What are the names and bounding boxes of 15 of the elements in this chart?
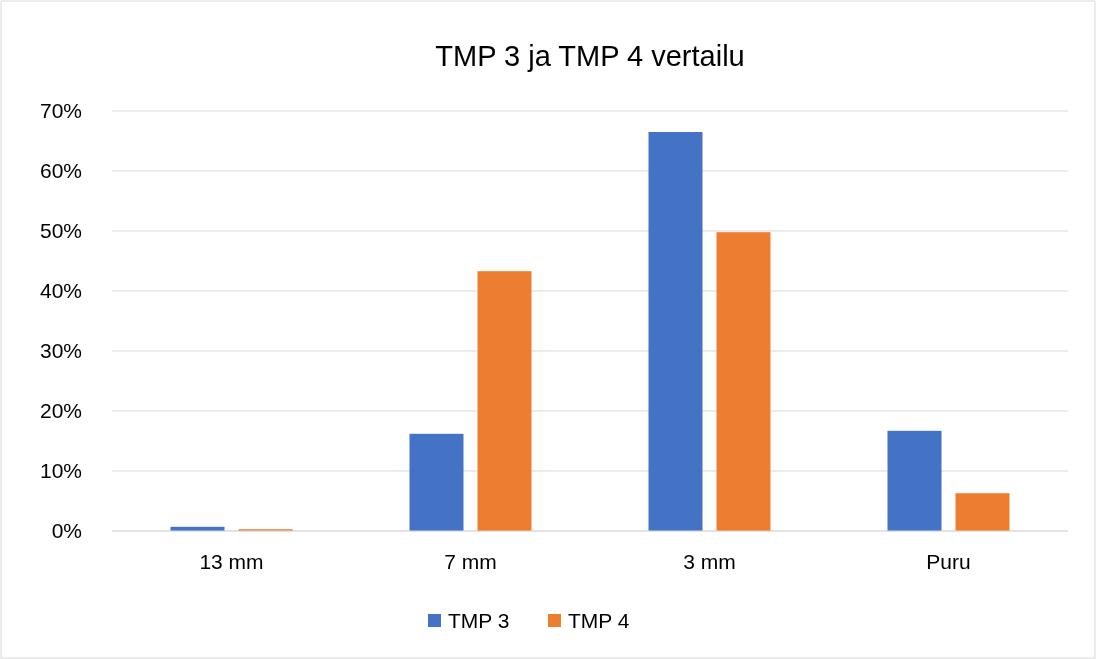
y-tick-label: 70%: [39, 99, 82, 123]
y-tick-label: 20%: [39, 399, 82, 423]
y-tick-label: 50%: [39, 219, 82, 243]
x-tick-label: Puru: [926, 550, 971, 573]
y-tick-label: 60%: [39, 159, 82, 183]
y-tick-label: 10%: [39, 459, 82, 483]
x-tick-label: 7 mm: [444, 550, 497, 573]
x-tick-label: 3 mm: [683, 550, 736, 573]
y-tick-label: 40%: [39, 279, 82, 303]
legend-label: TMP 4: [568, 609, 630, 633]
chart-title: TMP 3 ja TMP 4 vertailu: [435, 40, 745, 72]
legend-label: TMP 3: [448, 609, 510, 633]
x-tick-label: 13 mm: [199, 550, 264, 573]
y-tick-label: 30%: [39, 339, 82, 363]
y-tick-label: 0%: [51, 519, 82, 543]
